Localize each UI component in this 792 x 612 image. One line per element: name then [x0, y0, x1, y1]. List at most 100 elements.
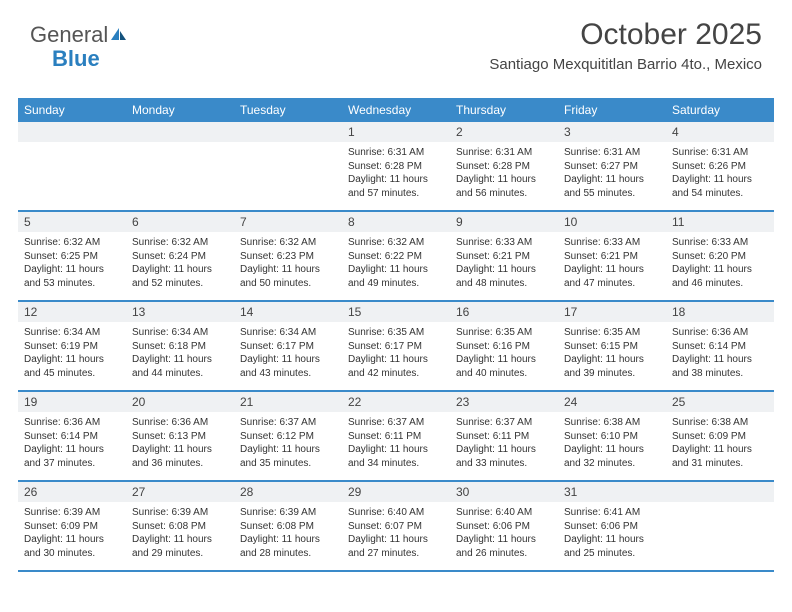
day-number: 13 [126, 302, 234, 322]
day-details: Sunrise: 6:38 AMSunset: 6:09 PMDaylight:… [666, 412, 774, 476]
daylight: Daylight: 11 hours and 39 minutes. [564, 353, 660, 380]
calendar-cell: 17Sunrise: 6:35 AMSunset: 6:15 PMDayligh… [558, 302, 666, 390]
day-details: Sunrise: 6:31 AMSunset: 6:27 PMDaylight:… [558, 142, 666, 206]
calendar-cell: 12Sunrise: 6:34 AMSunset: 6:19 PMDayligh… [18, 302, 126, 390]
sunset: Sunset: 6:07 PM [348, 520, 444, 534]
calendar-cell [18, 122, 126, 210]
day-number: 10 [558, 212, 666, 232]
sunrise: Sunrise: 6:39 AM [132, 506, 228, 520]
day-number [18, 122, 126, 142]
calendar-cell: 19Sunrise: 6:36 AMSunset: 6:14 PMDayligh… [18, 392, 126, 480]
calendar-cell: 21Sunrise: 6:37 AMSunset: 6:12 PMDayligh… [234, 392, 342, 480]
calendar-cell: 18Sunrise: 6:36 AMSunset: 6:14 PMDayligh… [666, 302, 774, 390]
sunset: Sunset: 6:16 PM [456, 340, 552, 354]
day-details: Sunrise: 6:32 AMSunset: 6:22 PMDaylight:… [342, 232, 450, 296]
sunrise: Sunrise: 6:39 AM [240, 506, 336, 520]
col-monday: Monday [126, 98, 234, 122]
calendar-header-row: Sunday Monday Tuesday Wednesday Thursday… [18, 98, 774, 122]
sunrise: Sunrise: 6:39 AM [24, 506, 120, 520]
sunrise: Sunrise: 6:34 AM [24, 326, 120, 340]
day-details: Sunrise: 6:40 AMSunset: 6:07 PMDaylight:… [342, 502, 450, 566]
sunset: Sunset: 6:25 PM [24, 250, 120, 264]
page-title: October 2025 [489, 18, 762, 52]
daylight: Daylight: 11 hours and 33 minutes. [456, 443, 552, 470]
calendar-cell: 4Sunrise: 6:31 AMSunset: 6:26 PMDaylight… [666, 122, 774, 210]
sunrise: Sunrise: 6:37 AM [348, 416, 444, 430]
daylight: Daylight: 11 hours and 40 minutes. [456, 353, 552, 380]
day-number: 28 [234, 482, 342, 502]
sunrise: Sunrise: 6:35 AM [456, 326, 552, 340]
daylight: Daylight: 11 hours and 42 minutes. [348, 353, 444, 380]
day-number: 27 [126, 482, 234, 502]
sunset: Sunset: 6:09 PM [24, 520, 120, 534]
calendar-cell: 30Sunrise: 6:40 AMSunset: 6:06 PMDayligh… [450, 482, 558, 570]
daylight: Daylight: 11 hours and 30 minutes. [24, 533, 120, 560]
sunset: Sunset: 6:15 PM [564, 340, 660, 354]
sunset: Sunset: 6:28 PM [348, 160, 444, 174]
sunset: Sunset: 6:12 PM [240, 430, 336, 444]
calendar-cell: 24Sunrise: 6:38 AMSunset: 6:10 PMDayligh… [558, 392, 666, 480]
daylight: Daylight: 11 hours and 27 minutes. [348, 533, 444, 560]
calendar: Sunday Monday Tuesday Wednesday Thursday… [18, 98, 774, 572]
daylight: Daylight: 11 hours and 29 minutes. [132, 533, 228, 560]
calendar-cell: 13Sunrise: 6:34 AMSunset: 6:18 PMDayligh… [126, 302, 234, 390]
daylight: Daylight: 11 hours and 57 minutes. [348, 173, 444, 200]
daylight: Daylight: 11 hours and 43 minutes. [240, 353, 336, 380]
sunset: Sunset: 6:24 PM [132, 250, 228, 264]
daylight: Daylight: 11 hours and 52 minutes. [132, 263, 228, 290]
day-details: Sunrise: 6:38 AMSunset: 6:10 PMDaylight:… [558, 412, 666, 476]
sunset: Sunset: 6:17 PM [348, 340, 444, 354]
sunrise: Sunrise: 6:35 AM [348, 326, 444, 340]
sunrise: Sunrise: 6:33 AM [564, 236, 660, 250]
day-details: Sunrise: 6:39 AMSunset: 6:08 PMDaylight:… [234, 502, 342, 566]
day-details: Sunrise: 6:31 AMSunset: 6:28 PMDaylight:… [450, 142, 558, 206]
sunrise: Sunrise: 6:34 AM [240, 326, 336, 340]
daylight: Daylight: 11 hours and 47 minutes. [564, 263, 660, 290]
col-thursday: Thursday [450, 98, 558, 122]
daylight: Daylight: 11 hours and 31 minutes. [672, 443, 768, 470]
sunset: Sunset: 6:18 PM [132, 340, 228, 354]
sunset: Sunset: 6:17 PM [240, 340, 336, 354]
day-number: 1 [342, 122, 450, 142]
day-details: Sunrise: 6:36 AMSunset: 6:13 PMDaylight:… [126, 412, 234, 476]
sunset: Sunset: 6:08 PM [132, 520, 228, 534]
day-number: 15 [342, 302, 450, 322]
sunrise: Sunrise: 6:36 AM [672, 326, 768, 340]
day-number: 3 [558, 122, 666, 142]
calendar-row: 5Sunrise: 6:32 AMSunset: 6:25 PMDaylight… [18, 212, 774, 302]
day-number: 17 [558, 302, 666, 322]
sunrise: Sunrise: 6:37 AM [456, 416, 552, 430]
sunset: Sunset: 6:06 PM [564, 520, 660, 534]
sunset: Sunset: 6:14 PM [24, 430, 120, 444]
day-details: Sunrise: 6:40 AMSunset: 6:06 PMDaylight:… [450, 502, 558, 566]
sunrise: Sunrise: 6:32 AM [24, 236, 120, 250]
col-friday: Friday [558, 98, 666, 122]
sunset: Sunset: 6:13 PM [132, 430, 228, 444]
sunrise: Sunrise: 6:40 AM [456, 506, 552, 520]
location-label: Santiago Mexquititlan Barrio 4to., Mexic… [489, 56, 762, 73]
sunset: Sunset: 6:21 PM [564, 250, 660, 264]
sunrise: Sunrise: 6:38 AM [564, 416, 660, 430]
daylight: Daylight: 11 hours and 53 minutes. [24, 263, 120, 290]
brand-logo: General Blue [30, 22, 129, 48]
day-details: Sunrise: 6:36 AMSunset: 6:14 PMDaylight:… [18, 412, 126, 476]
day-details: Sunrise: 6:35 AMSunset: 6:16 PMDaylight:… [450, 322, 558, 386]
day-number: 5 [18, 212, 126, 232]
sunset: Sunset: 6:21 PM [456, 250, 552, 264]
calendar-cell: 10 Sunrise: 6:33 AMSunset: 6:21 PMDayligh… [558, 212, 666, 300]
day-number: 26 [18, 482, 126, 502]
day-details: Sunrise: 6:31 AMSunset: 6:26 PMDaylight:… [666, 142, 774, 206]
col-wednesday: Wednesday [342, 98, 450, 122]
sunset: Sunset: 6:27 PM [564, 160, 660, 174]
brand-text: General [30, 22, 129, 48]
daylight: Daylight: 11 hours and 28 minutes. [240, 533, 336, 560]
day-number: 11 [666, 212, 774, 232]
sunrise: Sunrise: 6:41 AM [564, 506, 660, 520]
calendar-cell: 7Sunrise: 6:32 AMSunset: 6:23 PMDaylight… [234, 212, 342, 300]
day-number: 31 [558, 482, 666, 502]
daylight: Daylight: 11 hours and 36 minutes. [132, 443, 228, 470]
day-number: 12 [18, 302, 126, 322]
day-number: 2 [450, 122, 558, 142]
sunset: Sunset: 6:28 PM [456, 160, 552, 174]
day-number: 21 [234, 392, 342, 412]
